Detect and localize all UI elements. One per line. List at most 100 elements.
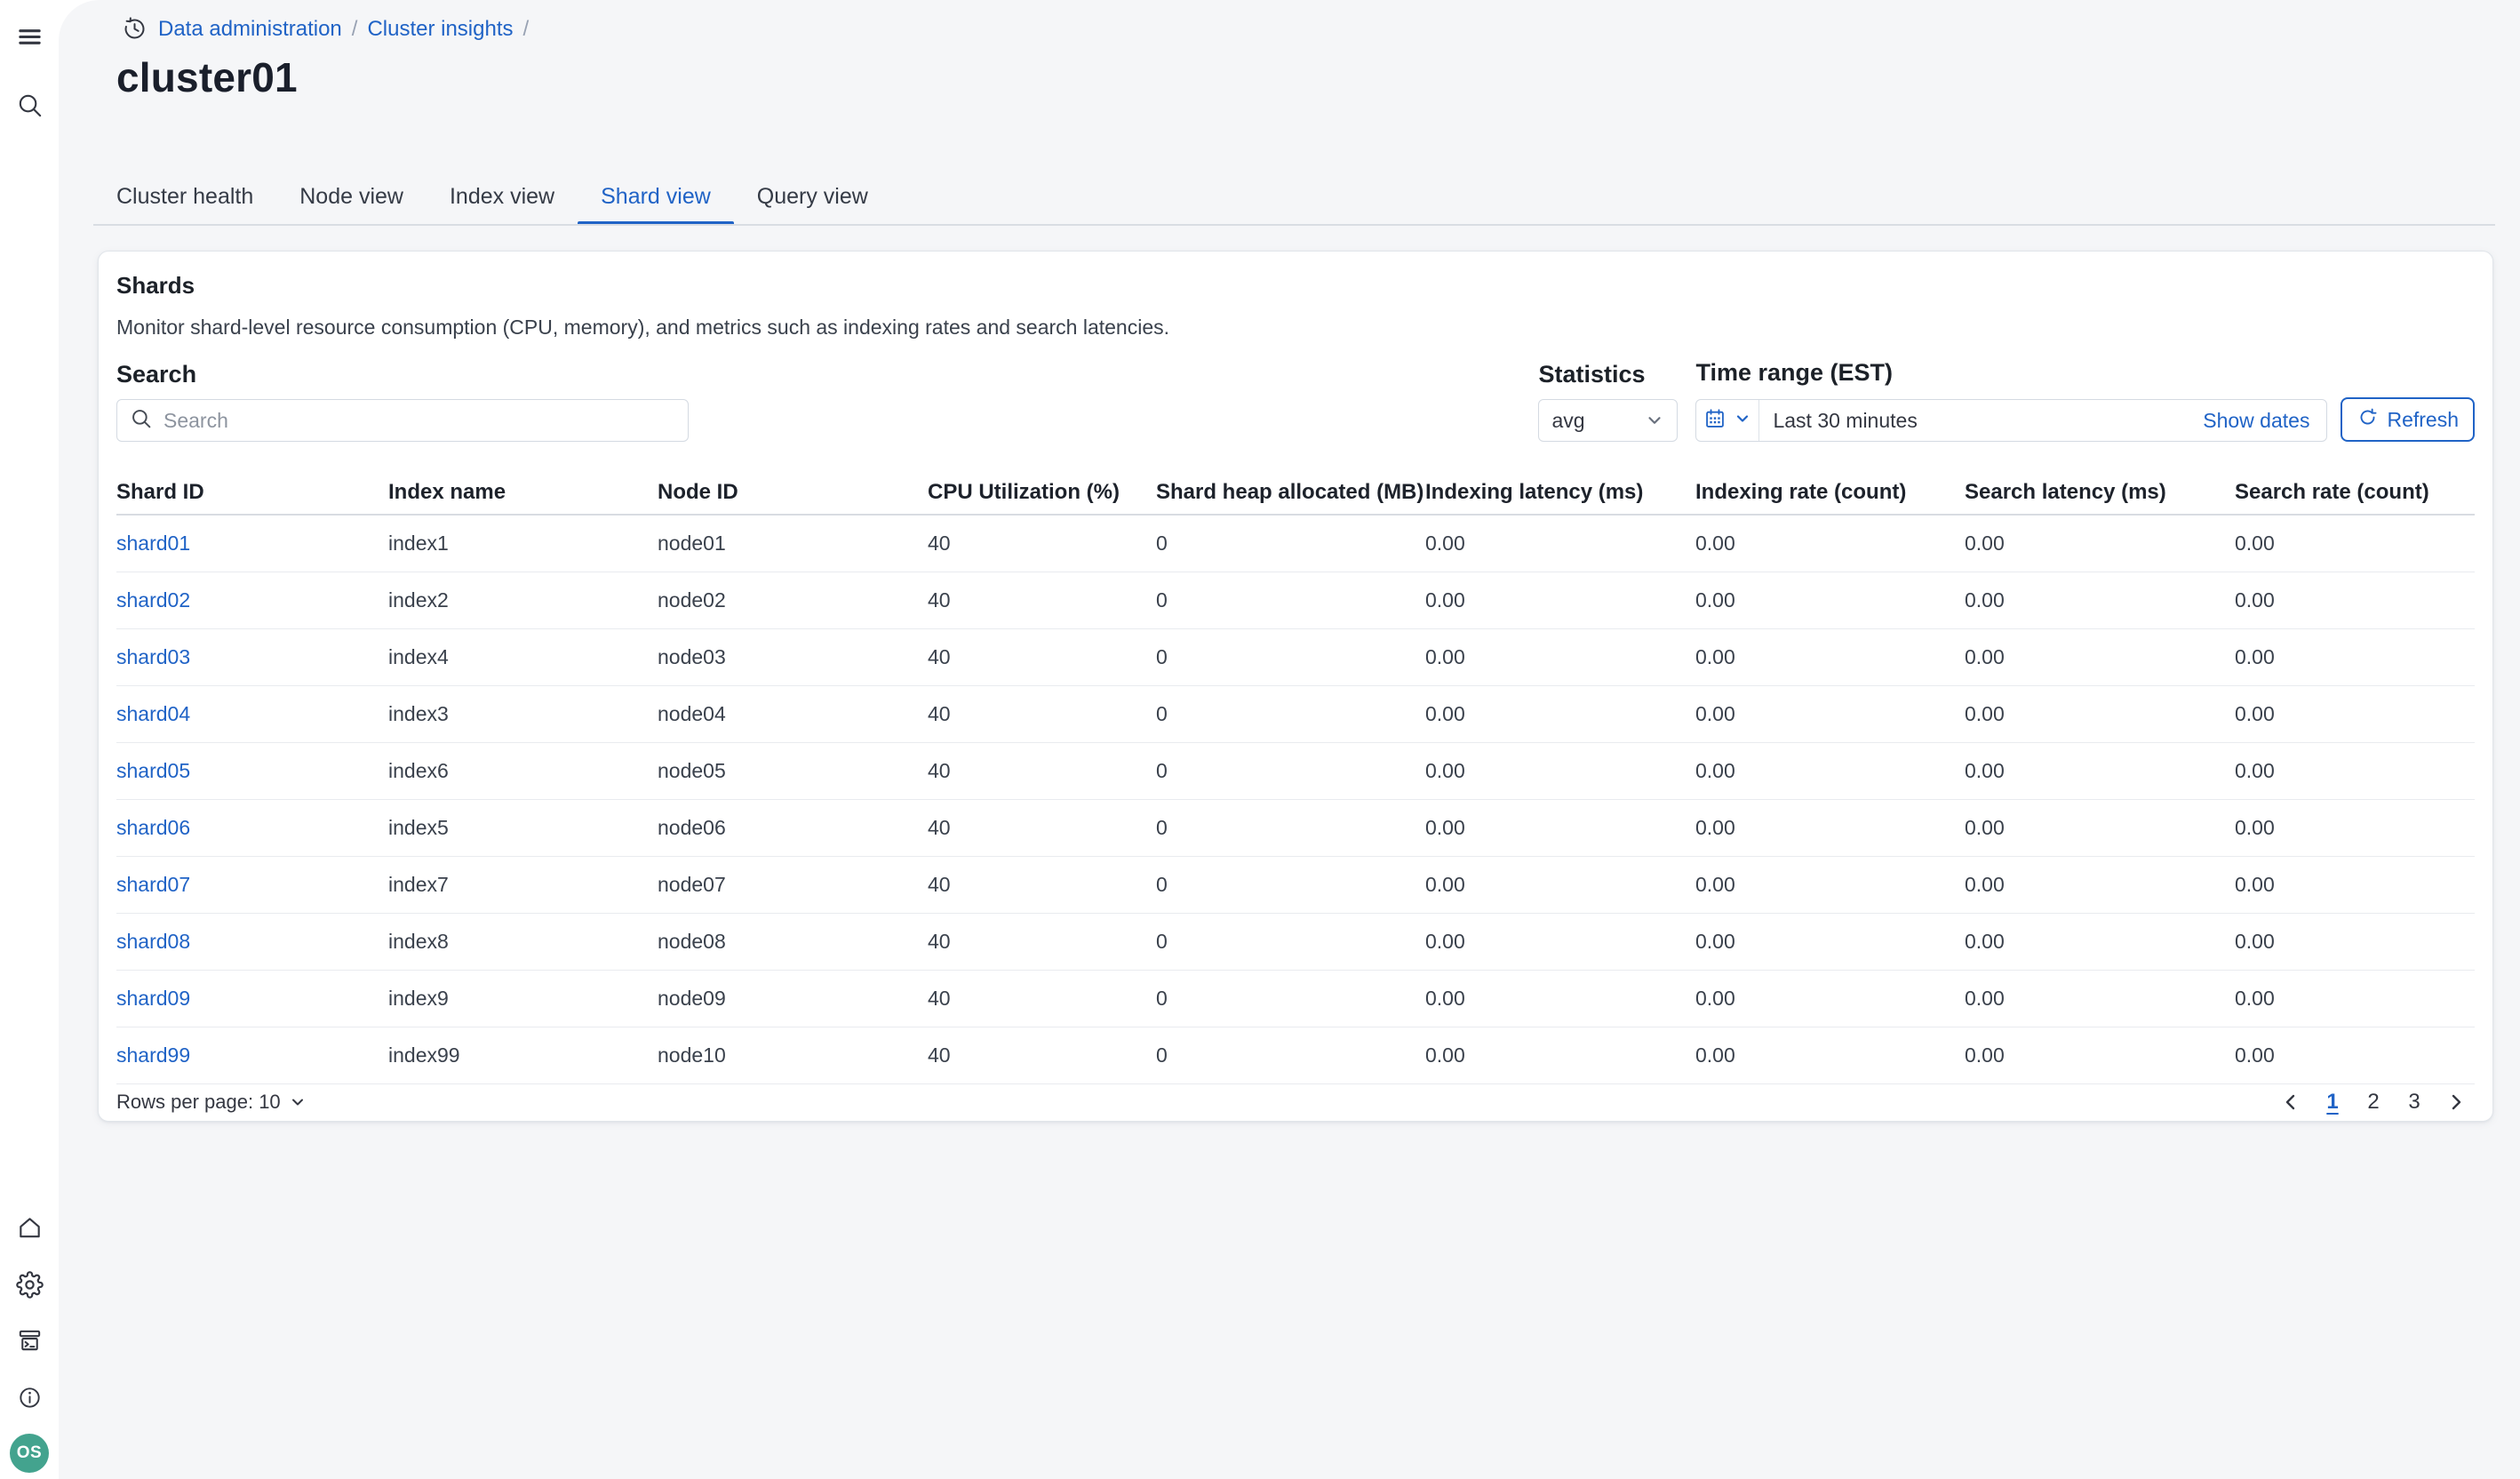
table-cell: 0.00 <box>1965 1027 2235 1084</box>
home-nav-button[interactable] <box>15 1213 44 1242</box>
shard-link[interactable]: shard01 <box>116 531 191 555</box>
table-row: shard09 index9 node09 40 0 0.00 0.00 0.00 0.00 <box>116 970 2475 1027</box>
chevron-down-icon <box>1645 411 1664 430</box>
column-header[interactable]: Index name <box>388 470 658 516</box>
menu-toggle-button[interactable] <box>15 22 44 51</box>
home-icon <box>16 1214 44 1242</box>
shard-link[interactable]: shard07 <box>116 872 191 896</box>
time-range-value[interactable]: Last 30 minutes <box>1773 408 1918 432</box>
recently-viewed-clock-icon <box>122 16 148 42</box>
statistics-block: Statistics avg <box>1538 361 1679 442</box>
info-nav-button[interactable] <box>15 1383 44 1411</box>
table-cell: 0.00 <box>1425 572 1695 629</box>
shard-link[interactable]: shard02 <box>116 588 191 612</box>
table-cell: node05 <box>658 742 928 800</box>
table-cell: 0 <box>1156 515 1425 572</box>
table-row: shard08 index8 node08 40 0 0.00 0.00 0.00 0.00 <box>116 913 2475 971</box>
table-cell: 40 <box>928 856 1156 914</box>
table-cell: 0.00 <box>1965 856 2235 914</box>
shard-id-cell: shard04 <box>116 685 388 743</box>
column-header[interactable]: Indexing latency (ms) <box>1425 470 1695 516</box>
table-cell: 0.00 <box>1425 799 1695 857</box>
page-number-2[interactable]: 2 <box>2367 1090 2380 1115</box>
table-row: shard04 index3 node04 40 0 0.00 0.00 0.00 0.00 <box>116 685 2475 743</box>
breadcrumb-link[interactable]: Data administration <box>158 16 342 41</box>
table-row: shard05 index6 node05 40 0 0.00 0.00 0.00 0.00 <box>116 742 2475 800</box>
tab-query-view[interactable]: Query view <box>756 184 868 209</box>
shard-link[interactable]: shard06 <box>116 815 191 839</box>
table-row: shard07 index7 node07 40 0 0.00 0.00 0.00 0.00 <box>116 856 2475 914</box>
dev-tools-nav-button[interactable] <box>15 1326 44 1355</box>
tab-shard-view[interactable]: Shard view <box>578 171 734 226</box>
column-header[interactable]: Search rate (count) <box>2235 470 2475 516</box>
calendar-icon <box>1703 407 1727 435</box>
table-cell: 0.00 <box>2235 856 2475 914</box>
panel-title: Shards <box>116 272 195 299</box>
table-cell: 0.00 <box>2235 742 2475 800</box>
breadcrumb-separator: / <box>522 16 530 41</box>
table-cell: 0.00 <box>1695 1027 1965 1084</box>
shard-id-cell: shard99 <box>116 1027 388 1084</box>
time-range-block: Time range (EST) <box>1695 359 2475 442</box>
tab-index-view[interactable]: Index view <box>449 184 555 209</box>
table-cell: 0 <box>1156 1027 1425 1084</box>
shard-link[interactable]: shard05 <box>116 758 191 782</box>
column-header[interactable]: Indexing rate (count) <box>1695 470 1965 516</box>
shard-link[interactable]: shard09 <box>116 986 191 1010</box>
table-header-row: Shard ID Index name Node ID CPU Utilization… <box>116 470 2475 516</box>
search-input-wrapper <box>116 399 689 442</box>
table-cell: index5 <box>388 799 658 857</box>
shard-link[interactable]: shard08 <box>116 929 191 953</box>
shards-table: Shard ID Index name Node ID CPU Utilization… <box>116 470 2475 1084</box>
table-cell: 0.00 <box>1425 742 1695 800</box>
column-header[interactable]: CPU Utilization (%) <box>928 470 1156 516</box>
page-number-3[interactable]: 3 <box>2408 1090 2420 1115</box>
table-cell: 40 <box>928 970 1156 1027</box>
shard-link[interactable]: shard99 <box>116 1043 191 1067</box>
page-number-1[interactable]: 1 <box>2326 1090 2339 1115</box>
tab-node-view[interactable]: Node view <box>299 184 403 209</box>
show-dates-link[interactable]: Show dates <box>2203 408 2310 432</box>
table-cell: 0.00 <box>1965 970 2235 1027</box>
breadcrumb-link[interactable]: Cluster insights <box>367 16 514 41</box>
settings-nav-button[interactable] <box>15 1270 44 1299</box>
shard-id-cell: shard09 <box>116 970 388 1027</box>
global-search-button[interactable] <box>15 91 44 119</box>
breadcrumb-separator: / <box>351 16 358 41</box>
statistics-select-value: avg <box>1551 408 1585 432</box>
column-header[interactable]: Node ID <box>658 470 928 516</box>
table-cell: node01 <box>658 515 928 572</box>
table-cell: 0.00 <box>2235 572 2475 629</box>
shards-panel: Shards Monitor shard-level resource cons… <box>98 251 2493 1122</box>
table-cell: 0.00 <box>1425 856 1695 914</box>
search-icon <box>130 407 153 435</box>
table-cell: 40 <box>928 628 1156 686</box>
column-header[interactable]: Shard ID <box>116 470 388 516</box>
previous-page-chevron-icon[interactable] <box>2276 1084 2308 1120</box>
column-header[interactable]: Search latency (ms) <box>1965 470 2235 516</box>
refresh-icon <box>2357 406 2379 434</box>
table-cell: 0.00 <box>2235 799 2475 857</box>
page-title: cluster01 <box>116 54 298 100</box>
user-avatar[interactable]: OS <box>10 1434 49 1473</box>
search-input[interactable] <box>163 408 675 433</box>
shard-id-cell: shard07 <box>116 856 388 914</box>
rows-per-page-button[interactable]: Rows per page: 10 <box>116 1091 307 1114</box>
table-row: shard03 index4 node03 40 0 0.00 0.00 0.00 0.00 <box>116 628 2475 686</box>
table-cell: 0.00 <box>2235 685 2475 743</box>
shard-link[interactable]: shard03 <box>116 644 191 668</box>
table-cell: index7 <box>388 856 658 914</box>
table-cell: 0.00 <box>1695 515 1965 572</box>
shard-link[interactable]: shard04 <box>116 701 191 725</box>
search-icon <box>16 92 44 119</box>
refresh-button-label: Refresh <box>2387 407 2459 431</box>
table-cell: 0.00 <box>1425 628 1695 686</box>
quick-select-button[interactable] <box>1696 400 1760 441</box>
column-header[interactable]: Shard heap allocated (MB) <box>1156 470 1425 516</box>
statistics-label: Statistics <box>1538 361 1646 388</box>
pagination: 1 2 3 <box>2276 1084 2471 1120</box>
next-page-chevron-icon[interactable] <box>2439 1084 2471 1120</box>
statistics-select[interactable]: avg <box>1538 399 1679 442</box>
tab-cluster-health[interactable]: Cluster health <box>116 184 254 209</box>
refresh-button[interactable]: Refresh <box>2341 397 2475 442</box>
